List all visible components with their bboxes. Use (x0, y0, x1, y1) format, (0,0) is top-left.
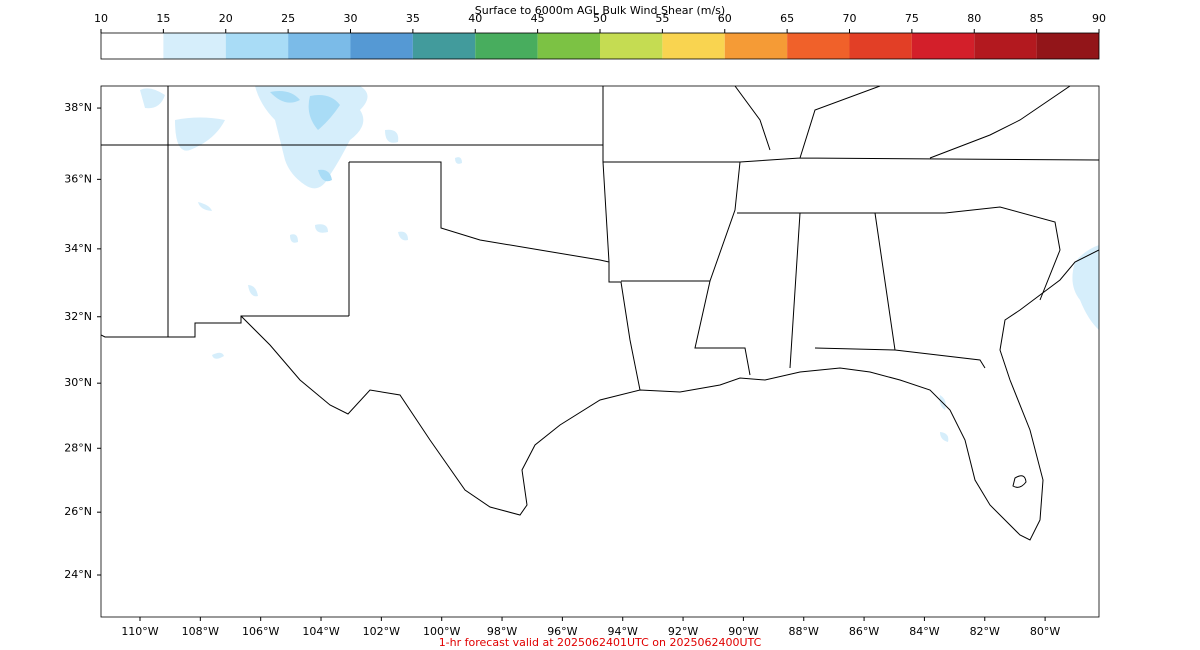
colorbar-tick-label: 35 (406, 12, 420, 25)
coastline (240, 249, 1099, 541)
lake-okeechobee (1012, 475, 1027, 488)
footer-note: 1-hr forecast valid at 2025062401UTC on … (439, 636, 762, 649)
lon-label: 94°W (608, 625, 638, 638)
colorbar-tick-label: 40 (468, 12, 482, 25)
lon-label: 102°W (363, 625, 400, 638)
colorbar-tick-label: 90 (1092, 12, 1106, 25)
colorbar-tick-label: 55 (655, 12, 669, 25)
colorbar-bin (849, 33, 912, 59)
colorbar-bin (225, 33, 289, 59)
colorbar-bin (101, 33, 164, 59)
lon-label: 108°W (182, 625, 219, 638)
colorbar-bin (537, 33, 600, 59)
colorbar-bin (600, 33, 663, 59)
lat-label: 36°N (64, 172, 92, 185)
colorbar-bin (787, 33, 850, 59)
shear-area (140, 86, 1099, 442)
colorbar-bin (974, 33, 1037, 59)
lat-label: 34°N (64, 242, 92, 255)
colorbar-tick-label: 75 (905, 12, 919, 25)
colorbar-tick-label: 30 (344, 12, 358, 25)
colorbar-bin (288, 33, 351, 59)
colorbar-bin (412, 33, 476, 59)
lat-label: 26°N (64, 505, 92, 518)
colorbar-bin (163, 33, 226, 59)
lon-label: 104°W (302, 625, 339, 638)
colorbar-tick-label: 70 (843, 12, 857, 25)
colorbar-tick-label: 50 (593, 12, 607, 25)
shear-area-strong (270, 91, 340, 182)
colorbar-tick-label: 15 (156, 12, 170, 25)
colorbar-tick-label: 65 (780, 12, 794, 25)
lon-label: 106°W (242, 625, 279, 638)
map-features (101, 86, 1099, 541)
colorbar-tick-label: 10 (94, 12, 108, 25)
colorbar-bin (475, 33, 538, 59)
graticule-labels: 38°N 36°N 34°N 32°N 30°N 28°N 26°N 24°N 110°W 108… (64, 101, 1060, 638)
lon-label: 110°W (121, 625, 158, 638)
colorbar-tick-label: 25 (281, 12, 295, 25)
lon-label: 96°W (547, 625, 577, 638)
colorbar-tick-label: 85 (1030, 12, 1044, 25)
lon-label: 100°W (423, 625, 460, 638)
colorbar-tick-label: 80 (967, 12, 981, 25)
colorbar-bin (1036, 33, 1099, 59)
lat-label: 32°N (64, 310, 92, 323)
lon-label: 82°W (970, 625, 1000, 638)
colorbar-bin (911, 33, 975, 59)
colorbar-tick-label: 20 (219, 12, 233, 25)
colorbar-bin (350, 33, 413, 59)
map-frame (100, 85, 1100, 618)
colorbar-bin (662, 33, 725, 59)
lat-label: 28°N (64, 441, 92, 454)
lon-label: 88°W (789, 625, 819, 638)
map: 38°N 36°N 34°N 32°N 30°N 28°N 26°N 24°N 110°W 108… (64, 85, 1100, 638)
colorbar-bin (724, 33, 788, 59)
colorbar: 10 15 20 25 30 35 40 45 50 55 60 65 70 75 80 85 90 (94, 12, 1106, 60)
state-borders (101, 86, 1099, 391)
lat-label: 38°N (64, 101, 92, 114)
lat-label: 24°N (64, 568, 92, 581)
lon-label: 86°W (849, 625, 879, 638)
lon-label: 80°W (1030, 625, 1060, 638)
colorbar-tick-label: 60 (718, 12, 732, 25)
lon-label: 84°W (909, 625, 939, 638)
colorbar-title: Surface to 6000m AGL Bulk Wind Shear (m/… (475, 4, 725, 17)
lon-label: 92°W (668, 625, 698, 638)
lon-label: 98°W (487, 625, 517, 638)
colorbar-tick-label: 45 (531, 12, 545, 25)
lat-label: 30°N (64, 376, 92, 389)
lon-label: 90°W (728, 625, 758, 638)
